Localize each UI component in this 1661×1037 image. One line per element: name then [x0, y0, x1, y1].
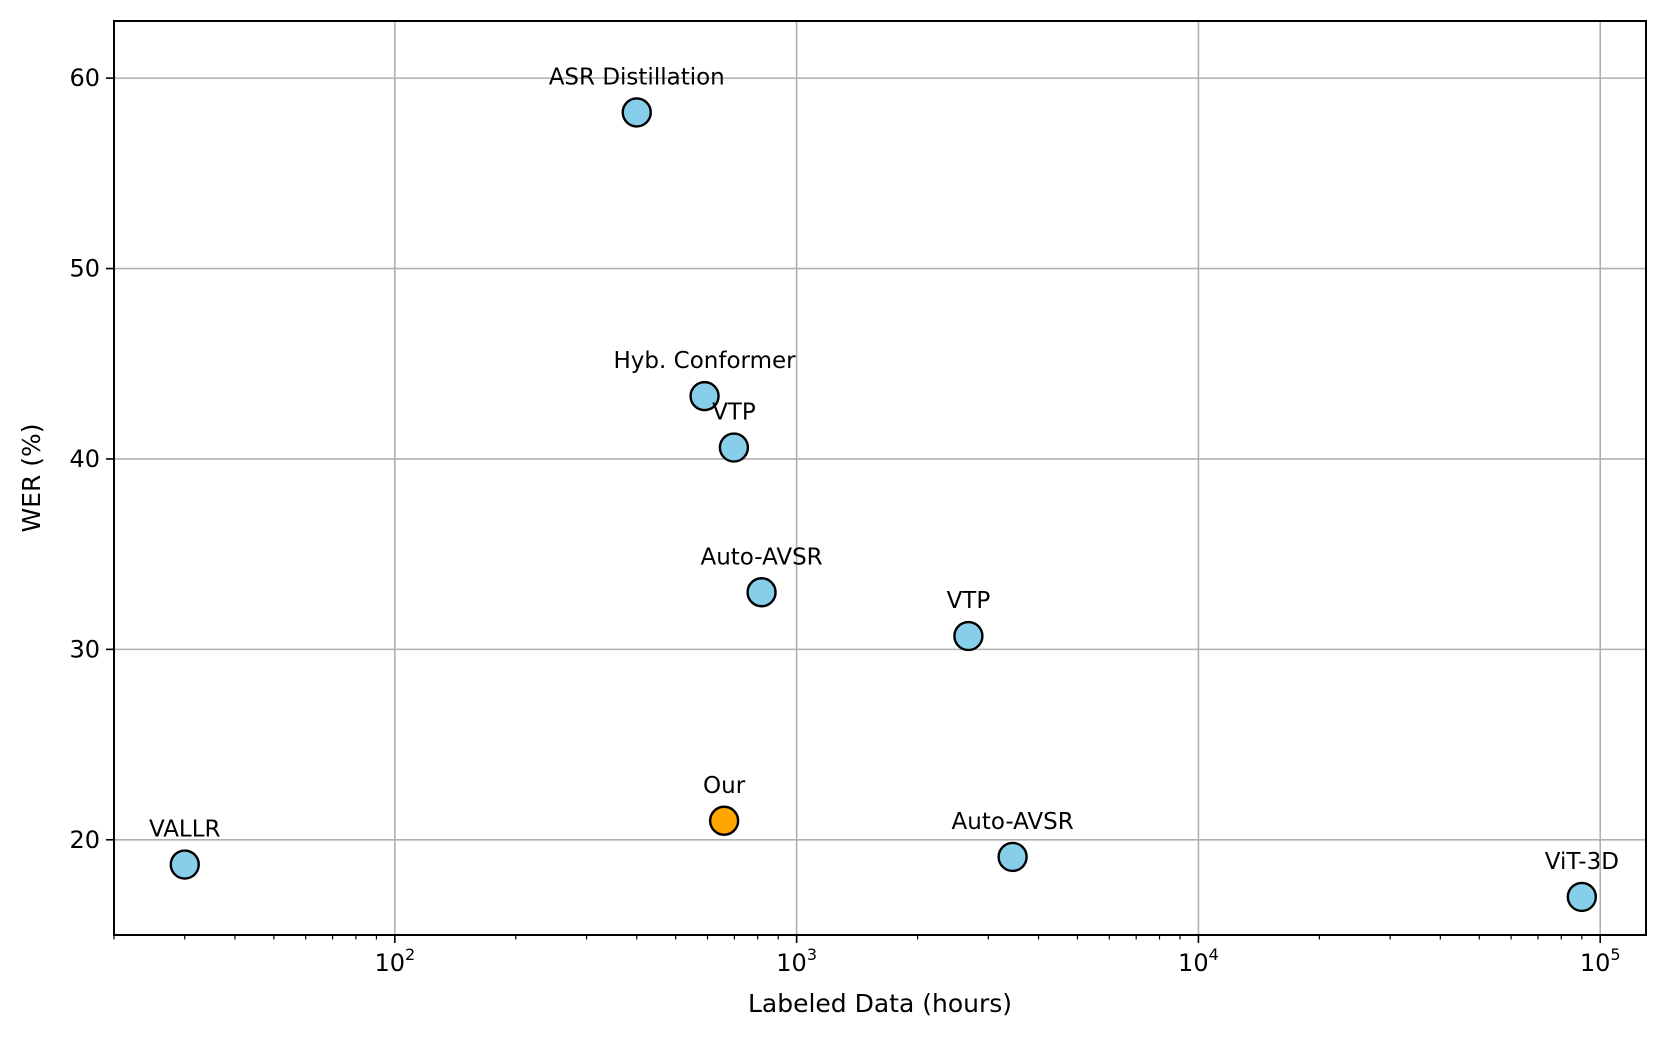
point-label-vtp: VTP: [712, 400, 756, 426]
point-hyb-conformer: [689, 380, 720, 412]
point-label-vit-3d: ViT-3D: [1545, 849, 1619, 875]
point-vtp: [718, 432, 750, 463]
grid: [114, 21, 1646, 935]
y-tick-label: 30: [69, 635, 100, 663]
x-tick-label: 102: [374, 945, 415, 977]
point-vtp: [953, 620, 984, 652]
y-tick-label: 20: [69, 826, 100, 854]
axis-ticks: 20 30 40 50 60 102 103 104 105: [69, 64, 1620, 977]
point-labels: VALLR ASR Distillation Hyb. Conformer VTP Ou…: [149, 64, 1619, 875]
point-label-our: Our: [703, 773, 746, 799]
point-label-vtp: VTP: [947, 588, 991, 614]
point-auto-avsr: [746, 577, 777, 608]
x-tick-label: 103: [776, 945, 817, 977]
y-axis-label: WER (%): [17, 423, 46, 532]
point-label-hyb-conformer: Hyb. Conformer: [614, 348, 797, 374]
point-label-vallr: VALLR: [149, 817, 221, 843]
point-label-auto-avsr: Auto-AVSR: [700, 544, 822, 570]
plot-frame: [113, 20, 1647, 936]
point-label-auto-avsr: Auto-AVSR: [952, 809, 1074, 835]
point-vit-3d: [1566, 881, 1598, 913]
point-auto-avsr: [997, 841, 1028, 873]
point-label-asr-distillation: ASR Distillation: [549, 64, 725, 90]
point-asr-distillation: [621, 97, 652, 128]
x-axis-label: Labeled Data (hours): [748, 989, 1012, 1018]
data-points: [169, 97, 1598, 913]
y-tick-label: 60: [69, 64, 100, 92]
y-tick-label: 40: [69, 445, 100, 473]
point-vallr: [169, 849, 200, 880]
x-tick-label: 105: [1580, 945, 1621, 977]
y-tick-label: 50: [69, 255, 100, 283]
point-our: [708, 805, 740, 836]
x-tick-label: 104: [1178, 945, 1219, 977]
